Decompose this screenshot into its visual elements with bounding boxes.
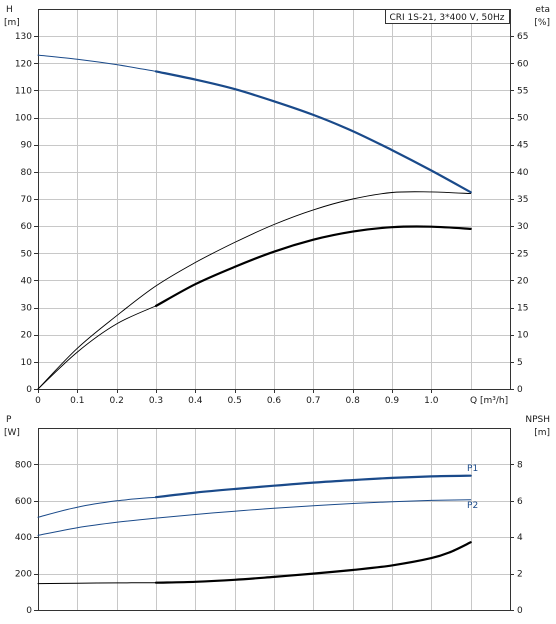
series-line-4 (154, 225, 472, 307)
y-tick-label: 600 (15, 497, 32, 507)
y-tick-label: 10 (21, 358, 33, 368)
y-right-tick-label: 55 (517, 86, 528, 96)
y-right-tick-label: 50 (517, 114, 529, 124)
x-tick-label: 0 (35, 396, 41, 406)
y-right-tick-label: 60 (517, 59, 529, 69)
x-tick-label: 0.8 (346, 396, 361, 406)
series-line-2 (37, 499, 472, 536)
power-npsh-chart: 0 200 400 600 800 0 2 4 6 8 P [W] NPSH [m] P1 P2 (4, 415, 550, 616)
y-right-tick-label: 5 (517, 358, 523, 368)
x-axis-label: Q [m³/h] (470, 396, 508, 406)
x-tick-label: 0.4 (188, 396, 203, 406)
y-tick-label: 130 (15, 32, 32, 42)
series-label-p2: P2 (467, 501, 478, 511)
y-tick-label: 50 (21, 249, 33, 259)
x-tick-label: 0.2 (110, 396, 124, 406)
y-tick-label: 40 (21, 276, 33, 286)
y-right-tick-label: 2 (517, 570, 523, 580)
y-axis-label: H (6, 5, 13, 15)
y-right-tick-label: 35 (517, 195, 528, 205)
y-right-tick-label: 20 (517, 276, 529, 286)
y-tick-label: 120 (15, 59, 32, 69)
y-right-tick-label: 10 (517, 331, 529, 341)
y-right-axis-label: eta (535, 5, 550, 15)
x-tick-label: 1.0 (424, 396, 439, 406)
grid (38, 9, 510, 389)
y-tick-label: 800 (15, 460, 32, 470)
x-tick-label: 0.7 (306, 396, 320, 406)
y-right-tick-label: 25 (517, 249, 528, 259)
y-right-tick-label: 15 (517, 304, 528, 314)
y-tick-label: 110 (15, 86, 32, 96)
y-axis-unit: [m] (4, 18, 20, 28)
y-right-tick-label: 6 (517, 497, 523, 507)
y-axis-label: P (6, 415, 12, 425)
y-right-tick-label: 0 (517, 385, 523, 395)
series-line-2 (37, 191, 472, 390)
series-line-0 (37, 496, 157, 518)
series-group (37, 474, 472, 585)
y-tick-label: 80 (21, 168, 33, 178)
y-right-axis-label: NPSH (525, 415, 550, 425)
x-tick-label: 0.6 (267, 396, 282, 406)
series-label-p1: P1 (467, 464, 478, 474)
head-efficiency-chart: 0 10 20 30 40 50 60 70 80 90 100 110 120 130 0 5 10 15 20 2… (4, 5, 550, 406)
plot-frame (38, 428, 511, 611)
y-right-tick-label: 0 (517, 606, 523, 616)
x-tick-label: 0.5 (228, 396, 242, 406)
y-right-tick-label: 8 (517, 460, 523, 470)
y-right-tick-label: 65 (517, 32, 528, 42)
y-tick-label: 60 (21, 222, 33, 232)
x-tick-label: 0.1 (70, 396, 84, 406)
y-right-tick-label: 4 (517, 533, 523, 543)
y-right-axis-unit: [m] (534, 428, 550, 438)
chart-title: CRI 1S-21, 3*400 V, 50Hz (389, 13, 504, 23)
grid (38, 428, 510, 610)
y-tick-label: 20 (21, 331, 33, 341)
series-line-1 (154, 70, 472, 194)
y-axis-unit: [W] (4, 428, 20, 438)
y-tick-label: 0 (26, 606, 32, 616)
y-tick-label: 400 (15, 533, 32, 543)
series-line-3 (37, 582, 157, 585)
y-right-tick-label: 40 (517, 168, 529, 178)
y-right-tick-label: 30 (517, 222, 529, 232)
y-tick-label: 70 (21, 195, 33, 205)
y-tick-label: 0 (26, 385, 32, 395)
title-frame (385, 9, 510, 24)
y-right-axis-unit: [%] (534, 18, 550, 28)
y-tick-label: 30 (21, 304, 33, 314)
x-tick-label: 0.3 (149, 396, 163, 406)
y-tick-label: 200 (15, 570, 32, 580)
y-tick-label: 100 (15, 114, 32, 124)
series-line-1 (154, 474, 472, 499)
series-line-3 (37, 305, 157, 390)
chart-title-box: CRI 1S-21, 3*400 V, 50Hz (385, 9, 510, 24)
series-line-0 (37, 54, 157, 72)
series-line-4 (154, 541, 472, 584)
series-group (37, 54, 472, 390)
y-tick-label: 90 (21, 141, 33, 151)
x-tick-label: 0.9 (385, 396, 400, 406)
y-right-tick-label: 45 (517, 141, 528, 151)
